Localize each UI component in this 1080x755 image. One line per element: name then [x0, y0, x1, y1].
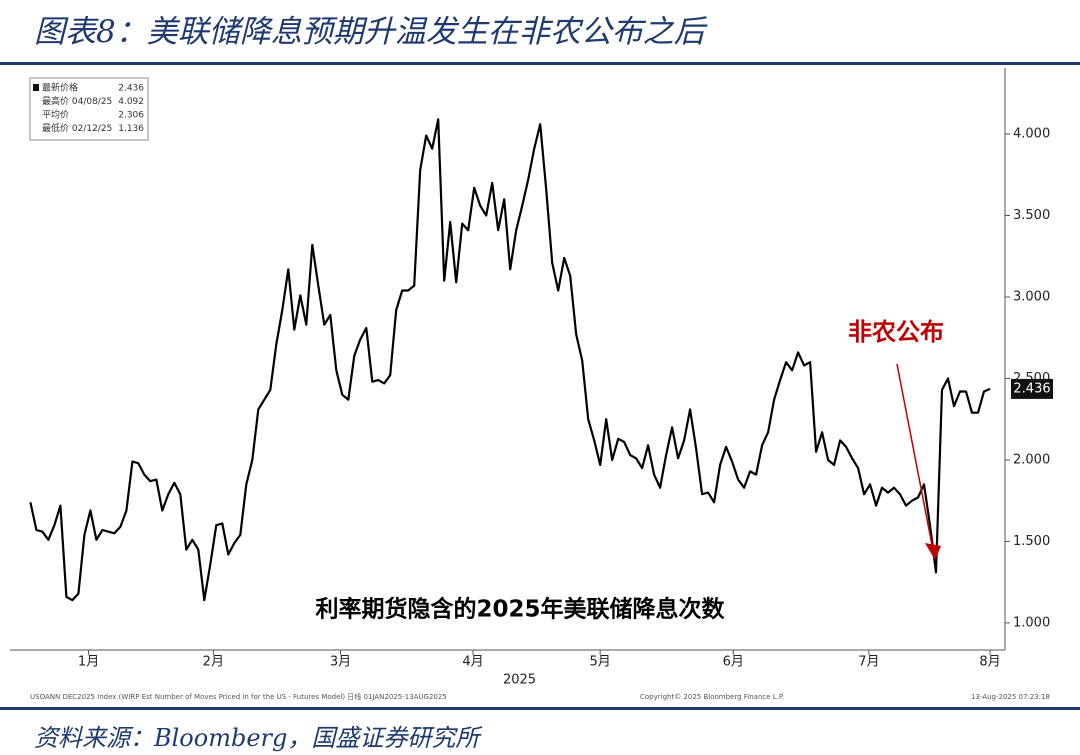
legend-value: 2.436 — [118, 84, 144, 94]
data-line — [29, 118, 991, 602]
x-tick-label: 5月 — [590, 655, 611, 670]
x-tick-label: 8月 — [979, 655, 1000, 670]
y-tick-label: 1.500 — [1013, 534, 1050, 549]
legend-label: 平均价 — [42, 109, 69, 121]
y-tick-label: 4.000 — [1013, 127, 1050, 142]
footer-left: USOANN DEC2025 Index (WIRP Est Number of… — [30, 692, 447, 701]
last-value-tag — [1011, 378, 1053, 399]
y-tick-label: 1.000 — [1013, 615, 1050, 630]
legend-label: 最新价格 — [42, 82, 78, 94]
annotation-text: 非农公布 — [848, 318, 944, 346]
x-tick-label: 6月 — [723, 655, 744, 670]
legend-label: 最高价 04/08/25 — [42, 95, 112, 107]
legend-value: 4.092 — [118, 97, 144, 107]
footer-right: 13-Aug-2025 07:23:18 — [971, 693, 1050, 701]
title-rule — [0, 62, 1080, 65]
annotation-arrow — [896, 363, 933, 546]
y-tick-label: 2.000 — [1013, 452, 1050, 467]
source: 资料来源：Bloomberg，国盛证券研究所 — [34, 724, 480, 752]
legend-box — [29, 77, 149, 141]
x-tick-label: 1月 — [78, 655, 99, 670]
chart-caption: 利率期货隐含的2025年美联储降息次数 — [315, 596, 725, 623]
x-tick-label: 4月 — [462, 655, 483, 670]
footer-mid: Copyright© 2025 Bloomberg Finance L.P. — [640, 693, 784, 701]
legend-value: 2.306 — [118, 111, 144, 121]
y-tick-label: 3.000 — [1013, 289, 1050, 304]
last-value-label: 2.436 — [1013, 381, 1050, 396]
source-rule — [0, 707, 1080, 710]
y-tick-label: 3.500 — [1013, 208, 1050, 223]
x-tick-label: 3月 — [330, 655, 351, 670]
legend-value: 1.136 — [118, 124, 144, 134]
x-tick-label: 7月 — [858, 655, 879, 670]
x-tick-label: 2月 — [203, 655, 224, 670]
x-axis-label: 2025 — [503, 673, 536, 688]
page-title: 图表8：美联储降息预期升温发生在非农公布之后 — [34, 14, 705, 50]
legend-swatch — [33, 84, 39, 91]
legend-label: 最低价 02/12/25 — [42, 122, 112, 134]
legend: 最新价格 2.436 最高价 04/08/25 4.092 平均价 2.306 最低价 02… — [29, 77, 149, 141]
annotation-arrowhead — [925, 543, 941, 560]
